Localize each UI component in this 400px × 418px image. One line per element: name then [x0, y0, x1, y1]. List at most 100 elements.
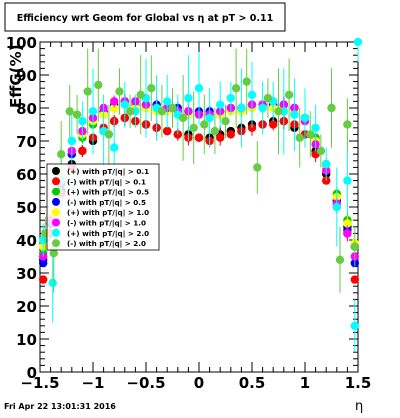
data-point	[274, 107, 283, 116]
data-point	[343, 120, 352, 129]
chart-title: Efficiency wrt Geom for Global vs η at p…	[17, 13, 273, 24]
data-point	[115, 87, 124, 96]
legend-label: (+) with pT/|q| > 1.0	[67, 208, 149, 218]
y-tick-label: 100	[6, 34, 37, 52]
legend-label: (-) with pT/|q| > 1.0	[67, 219, 146, 229]
data-point	[263, 93, 273, 103]
data-point	[72, 110, 82, 119]
legend-label: (+) with pT/|q| > 0.1	[67, 167, 149, 177]
data-point	[216, 133, 225, 142]
x-tick-label: −1	[81, 374, 104, 392]
data-point	[290, 110, 299, 119]
data-point	[110, 97, 119, 106]
data-point	[94, 80, 103, 90]
series-8	[41, 48, 360, 293]
x-tick-label: −1.5	[20, 374, 59, 392]
legend-label: (-) with pT/|q| > 0.5	[67, 198, 146, 208]
y-tick-label: 60	[16, 166, 37, 184]
data-point	[322, 159, 331, 169]
data-point	[88, 107, 98, 116]
data-point	[194, 133, 204, 142]
x-tick-label: 1.5	[345, 374, 372, 392]
x-tick-label: 1	[300, 374, 310, 392]
legend-marker	[52, 167, 60, 175]
y-tick-label: 90	[16, 67, 37, 85]
data-point	[311, 123, 320, 132]
data-point	[205, 113, 214, 123]
data-point	[335, 255, 345, 264]
x-tick-label: −0.5	[126, 374, 165, 392]
data-point	[147, 84, 156, 93]
data-point	[78, 146, 87, 156]
data-point	[332, 202, 341, 212]
data-point	[343, 176, 352, 185]
data-point	[221, 117, 230, 126]
chart-title-box: Efficiency wrt Geom for Global vs η at p…	[4, 2, 286, 32]
y-tick-label: 70	[16, 133, 37, 151]
data-point	[226, 130, 235, 139]
axes: 0 10 20 30 40 50 60 70 80 90 100 −1.5 −1 −0.5 0 0.5 1 1.5	[6, 34, 372, 392]
legend-marker	[52, 218, 60, 227]
data-point	[110, 143, 119, 152]
data-point	[284, 90, 294, 100]
data-point	[38, 275, 48, 284]
data-point	[83, 87, 92, 96]
data-point	[178, 113, 188, 123]
data-point	[78, 117, 87, 126]
y-tick-label: 30	[16, 265, 37, 283]
data-point	[48, 278, 57, 288]
data-point	[38, 258, 48, 268]
y-tick-label: 80	[16, 100, 37, 118]
legend-marker	[52, 208, 60, 217]
legend: (+) with pT/|q| > 0.1(-) with pT/|q| > 0…	[46, 163, 160, 251]
data-point	[258, 103, 267, 113]
x-tick-label: 0.5	[239, 374, 266, 392]
legend-marker	[52, 239, 60, 248]
timestamp: Fri Apr 22 13:01:31 2016	[4, 402, 116, 411]
data-point	[231, 84, 241, 93]
legend-label: (+) with pT/|q| > 0.5	[67, 188, 149, 198]
legend-label: (-) with pT/|q| > 2.0	[67, 239, 146, 249]
x-tick-label: 0	[194, 374, 204, 392]
data-point	[316, 146, 326, 156]
data-point	[49, 249, 58, 258]
data-point	[216, 100, 225, 109]
data-point	[350, 321, 360, 330]
data-point	[163, 126, 172, 136]
data-point	[125, 107, 135, 116]
data-point	[67, 136, 77, 146]
data-point	[226, 93, 235, 103]
data-point	[168, 103, 177, 113]
data-point	[104, 130, 114, 139]
legend-marker	[52, 228, 60, 237]
data-point	[253, 163, 262, 172]
y-tick-label: 20	[16, 298, 37, 316]
data-point	[343, 219, 352, 228]
y-tick-label: 0	[27, 364, 37, 382]
data-point	[343, 229, 352, 238]
legend-marker	[52, 187, 60, 196]
data-point	[136, 90, 145, 100]
data-point	[65, 107, 74, 116]
data-point	[269, 120, 278, 129]
data-point	[57, 150, 66, 159]
legend-marker	[52, 177, 60, 186]
data-point	[242, 77, 251, 86]
data-point	[350, 275, 360, 284]
y-axis-label: EffG(%)	[7, 45, 25, 108]
legend-label: (-) with pT/|q| > 0.1	[67, 177, 146, 187]
data-point	[184, 93, 193, 103]
y-tick-label: 40	[16, 232, 37, 250]
data-point	[210, 126, 220, 136]
data-point	[157, 107, 167, 116]
data-point	[327, 103, 336, 113]
legend-label: (+) with pT/|q| > 2.0	[67, 229, 149, 239]
legend-box	[46, 163, 160, 251]
data-point	[110, 103, 119, 113]
data-point	[353, 37, 363, 47]
data-point	[350, 242, 360, 251]
data-point	[247, 90, 257, 100]
data-point	[163, 97, 172, 106]
